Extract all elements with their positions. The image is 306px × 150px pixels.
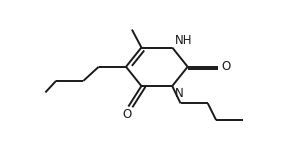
Text: NH: NH xyxy=(175,34,192,47)
Text: N: N xyxy=(175,87,184,100)
Text: O: O xyxy=(221,60,231,73)
Text: O: O xyxy=(123,108,132,121)
